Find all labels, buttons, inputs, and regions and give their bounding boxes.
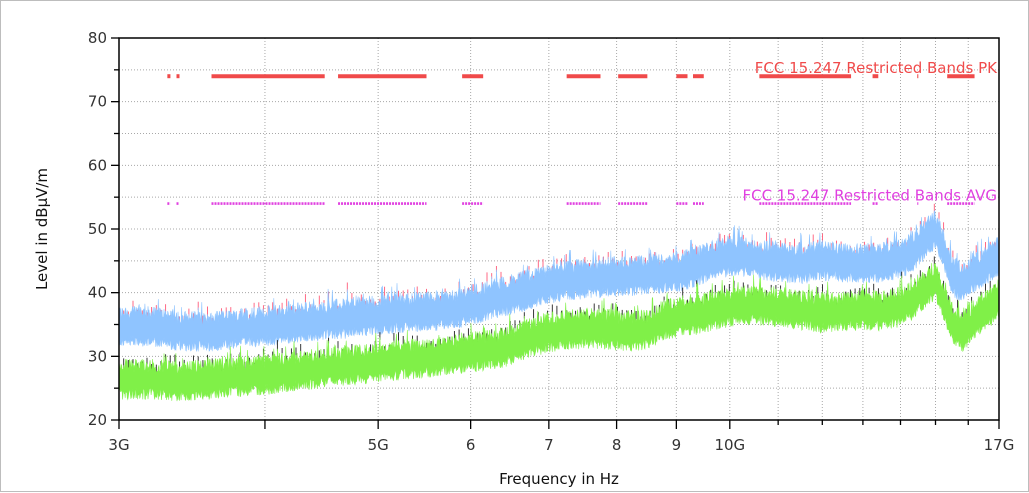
y-tick-label: 70 [88,93,107,111]
x-tick-label: 8 [612,436,622,454]
x-tick-label: 10G [714,436,745,454]
x-tick-label: 17G [984,436,1015,454]
y-tick-label: 80 [88,29,107,47]
x-tick-label: 9 [672,436,682,454]
axis-ticks: 20 30 40 50 60 70 80 3G 5G 6 7 8 9 10G 17G [88,29,1014,454]
y-axis-label: Level in dBµV/m [33,168,51,290]
series-0-band [119,209,999,353]
y-tick-label: 50 [88,220,107,238]
y-tick-label: 60 [88,156,107,174]
limit-line-1-label: FCC 15.247 Restricted Bands AVG [742,187,997,205]
x-tick-label: 7 [544,436,554,454]
y-tick-label: 20 [88,411,107,429]
series-layer [119,203,999,402]
x-tick-label: 6 [466,436,476,454]
x-tick-label: 3G [108,436,129,454]
y-tick-label: 40 [88,284,107,302]
limit-line-0-label: FCC 15.247 Restricted Bands PK [755,59,998,77]
limit-lines: FCC 15.247 Restricted Bands PK FCC 15.247… [167,59,998,205]
x-axis-label: Frequency in Hz [499,470,619,488]
x-tick-label: 5G [368,436,389,454]
y-tick-label: 30 [88,347,107,365]
series-1-band [119,262,999,402]
